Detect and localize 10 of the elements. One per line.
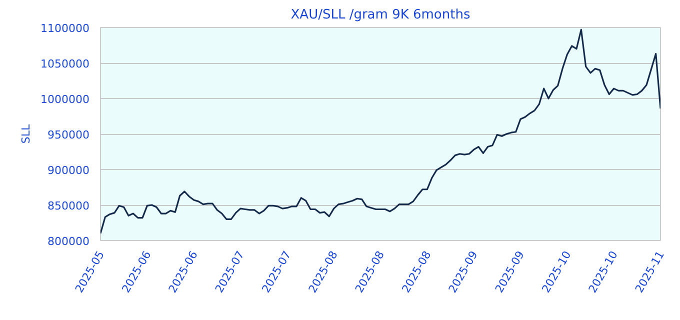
y-tick-label: 1100000 xyxy=(40,22,90,35)
y-tick-label: 850000 xyxy=(48,200,90,212)
chart-title: XAU/SLL /gram 9K 6months xyxy=(290,8,470,22)
y-tick-label: 1050000 xyxy=(40,58,90,70)
y-tick-label: 1000000 xyxy=(40,93,90,106)
y-tick-label: 900000 xyxy=(48,164,90,177)
y-tick-label: 950000 xyxy=(48,128,90,142)
y-axis-title: SLL xyxy=(20,124,33,144)
line-series xyxy=(100,28,660,234)
y-tick-label: 800000 xyxy=(48,235,90,248)
